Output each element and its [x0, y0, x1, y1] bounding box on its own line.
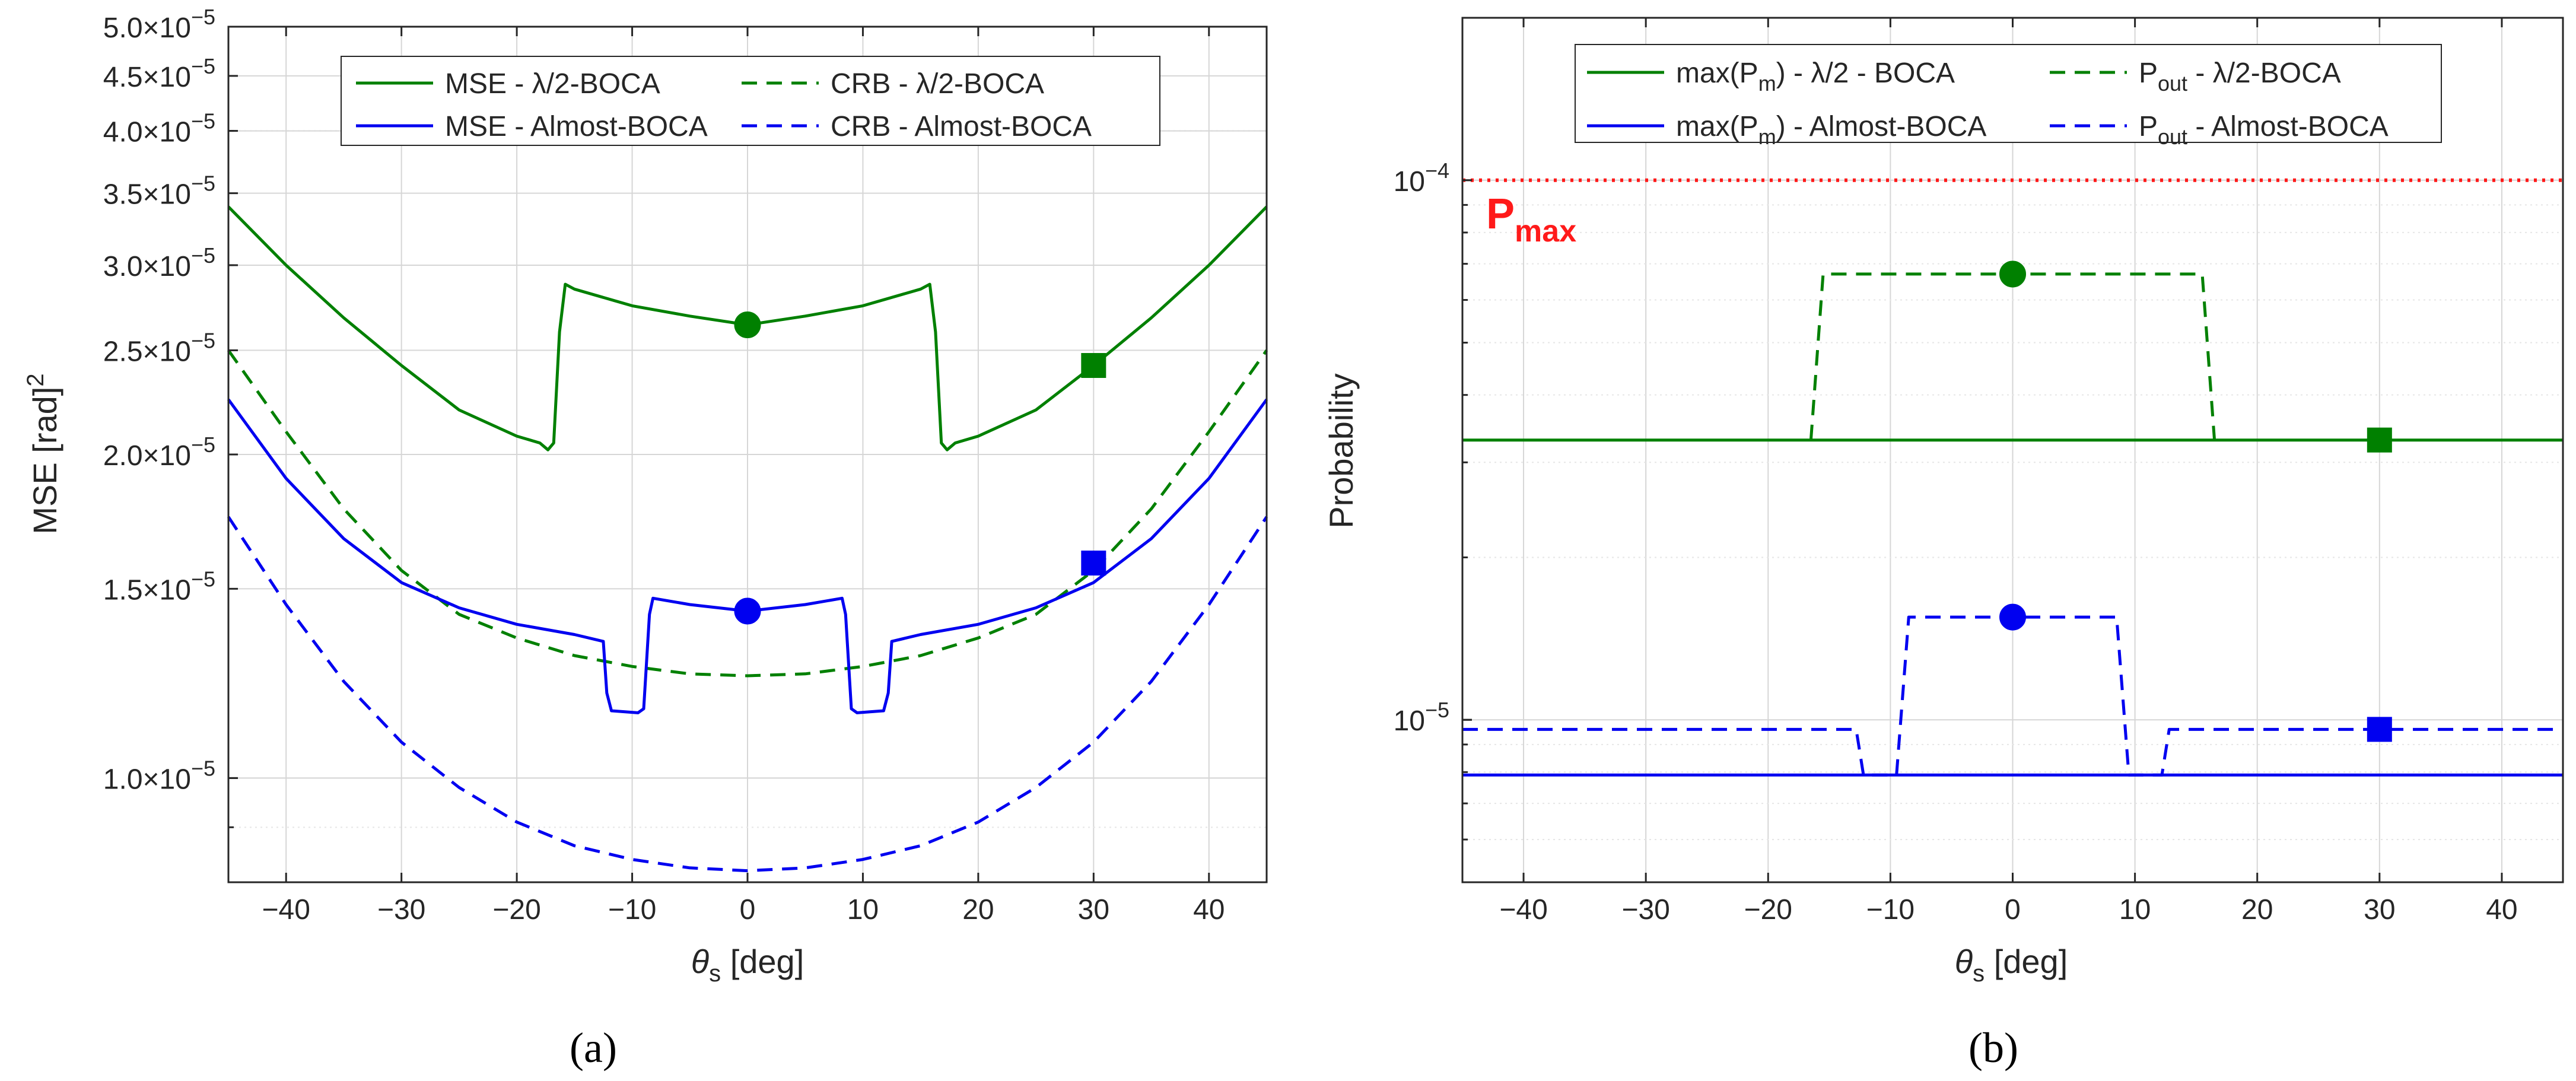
- x-tick-label: 10: [847, 894, 879, 926]
- x-tick-label: −20: [492, 894, 540, 926]
- legend-box: [1575, 44, 2442, 143]
- x-tick-label: −30: [377, 894, 425, 926]
- legend-label: MSE - Almost-BOCA: [445, 111, 708, 142]
- square-marker: [2367, 717, 2392, 742]
- legend-label: CRB - Almost-BOCA: [831, 111, 1092, 142]
- y-tick-label: 3.0×10−5: [103, 243, 215, 282]
- legend-label: max(Pm) - Almost-BOCA: [1676, 111, 1986, 149]
- x-tick-label: 30: [2364, 894, 2395, 926]
- series-line: [227, 516, 1268, 873]
- square-marker: [2367, 427, 2392, 453]
- x-tick-label: −40: [262, 894, 310, 926]
- x-tick-label: −10: [608, 894, 656, 926]
- legend-a: MSE - λ/2-BOCA CRB - λ/2-BOCA MSE - Almost…: [341, 56, 1160, 146]
- legend-label: max(Pm) - λ/2 - BOCA: [1676, 58, 1955, 96]
- x-tick-label: 40: [2486, 894, 2517, 926]
- y-tick-label: 3.5×10−5: [103, 171, 215, 211]
- x-tick-label: 30: [1078, 894, 1109, 926]
- markers-a: [734, 311, 1106, 625]
- square-marker: [1081, 353, 1106, 379]
- y-tick-label: 2.5×10−5: [103, 328, 215, 367]
- y-tick-label: 4.5×10−5: [103, 54, 215, 93]
- legend-box: [341, 56, 1160, 146]
- circle-marker: [1999, 260, 2026, 288]
- y-tick-label: 5.0×10−5: [103, 5, 215, 44]
- x-tick-label: −20: [1744, 894, 1792, 926]
- x-tick-label: −40: [1499, 894, 1547, 926]
- x-tick-label: 40: [1193, 894, 1225, 926]
- legend-label: MSE - λ/2-BOCA: [445, 68, 660, 100]
- y-tick-label: 1.5×10−5: [103, 567, 215, 606]
- legend-label: CRB - λ/2-BOCA: [831, 68, 1044, 100]
- legend-b: max(Pm) - λ/2 - BOCA Pout - λ/2-BOCA max(P…: [1575, 44, 2442, 149]
- x-tick-label: 20: [962, 894, 994, 926]
- grid-a: [228, 26, 1267, 883]
- x-tick-label: 10: [2119, 894, 2151, 926]
- x-tick-label: 0: [740, 894, 756, 926]
- x-axis-label-b: θs [deg]: [1955, 943, 2068, 987]
- y-tick-label: 2.0×10−5: [103, 433, 215, 472]
- y-tick-label: 1.0×10−5: [103, 756, 215, 795]
- ticks-b: −40 −30 −20 −10 0 10 20 30 40 10−5 10−4: [1394, 17, 2518, 926]
- circle-marker: [734, 597, 761, 625]
- caption-b: (b): [1968, 1024, 2018, 1072]
- square-marker: [1081, 550, 1106, 576]
- circle-marker: [1999, 603, 2026, 631]
- legend-label: Pout - Almost-BOCA: [2139, 111, 2389, 149]
- pmax-annotation: Pmax: [1486, 190, 1576, 249]
- ticks-a: −40 −30 −20 −10 0 10 20 30 40 1.0×10−5 1.5×10−5 2.0…: [103, 5, 1225, 926]
- panel-b: −40 −30 −20 −10 0 10 20 30 40 10−5 10−4 max(Pm) - …: [1322, 17, 2564, 1072]
- y-axis-label-b: Probability: [1322, 373, 1360, 528]
- y-axis-label-a: MSE [rad]2: [23, 373, 63, 534]
- panel-a: −40 −30 −20 −10 0 10 20 30 40 1.0×10−5 1.5×10−5 2.0…: [23, 5, 1268, 1072]
- markers-b: [1999, 260, 2392, 742]
- y-tick-label: 4.0×10−5: [103, 109, 215, 148]
- x-tick-label: 20: [2241, 894, 2273, 926]
- caption-a: (a): [570, 1024, 617, 1072]
- grid-b: [1462, 17, 2563, 882]
- legend-label: Pout - λ/2-BOCA: [2139, 58, 2341, 96]
- circle-marker: [734, 311, 761, 339]
- x-tick-label: 0: [2005, 894, 2021, 926]
- x-tick-label: −10: [1866, 894, 1914, 926]
- series-line: [227, 349, 1268, 678]
- y-tick-label: 10−4: [1394, 158, 1449, 198]
- x-tick-label: −30: [1621, 894, 1669, 926]
- x-axis-label-a: θs [deg]: [691, 943, 804, 987]
- y-tick-label: 10−5: [1394, 698, 1449, 737]
